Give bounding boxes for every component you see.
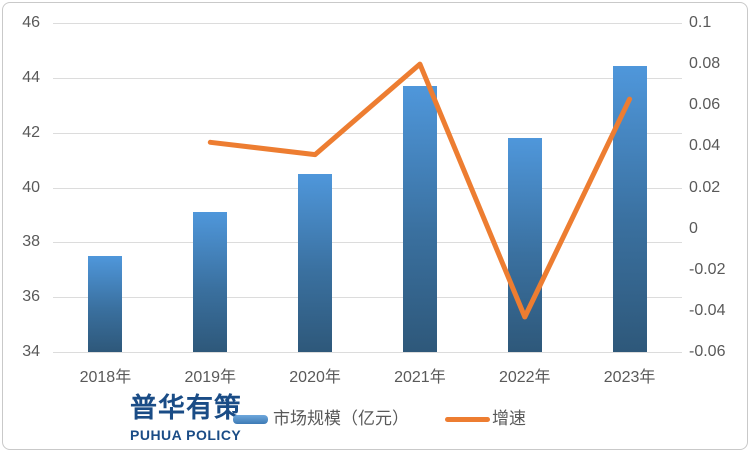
x-axis-label-2022年: 2022年	[498, 369, 551, 386]
y-axis-right-tick: -0.04	[689, 301, 726, 319]
legend-line-swatch	[445, 417, 490, 422]
y-axis-right-tick: -0.06	[689, 343, 726, 360]
legend-bar-label: 市场规模（亿元）	[273, 409, 409, 428]
y-axis-right-tick: 0.02	[689, 178, 721, 196]
x-axis-label-2020年: 2020年	[289, 369, 341, 386]
x-axis-label-2021年: 2021年	[394, 369, 446, 386]
gridline	[53, 352, 682, 353]
growth-line	[207, 61, 633, 320]
logo-en: PUHUA POLICY	[130, 427, 242, 443]
y-axis-right-tick: 0.08	[689, 55, 721, 73]
legend-bar-swatch	[233, 415, 268, 424]
gridline	[53, 242, 682, 244]
x-axis-label-2023年: 2023年	[603, 369, 656, 386]
x-axis-label-2018年: 2018年	[79, 369, 132, 386]
legend-line-label: 增速	[492, 409, 526, 428]
y-axis-right-tick: -0.02	[689, 260, 726, 278]
y-axis-right-tick: 0.06	[689, 96, 721, 114]
bar-2021年	[402, 86, 437, 352]
y-axis-left-tick: 34	[22, 343, 40, 360]
bar-2019年	[193, 212, 228, 352]
y-axis-left-tick: 46	[22, 14, 40, 31]
gridline	[53, 297, 682, 299]
y-axis-right-tick: 0	[689, 219, 698, 237]
bar-2018年	[88, 256, 123, 352]
gridline	[53, 23, 682, 24]
gridline	[53, 187, 682, 189]
y-axis-left-tick: 36	[22, 288, 40, 306]
plot-area	[53, 23, 682, 353]
y-axis-left-tick: 40	[22, 178, 40, 196]
y-axis-left-tick: 42	[22, 123, 40, 141]
gridline	[53, 77, 682, 79]
y-axis-left-tick: 44	[22, 68, 40, 86]
bar-2023年	[612, 65, 647, 352]
growth-line-layer	[207, 61, 633, 320]
bar-2020年	[298, 173, 333, 352]
y-axis-right-tick: 0.1	[689, 14, 712, 31]
logo-cn: 普华有策	[130, 393, 242, 423]
y-axis-right-tick: 0.04	[689, 137, 721, 155]
gridline	[53, 132, 682, 134]
y-axis-left-tick: 38	[22, 233, 40, 251]
x-axis-label-2019年: 2019年	[184, 369, 237, 386]
